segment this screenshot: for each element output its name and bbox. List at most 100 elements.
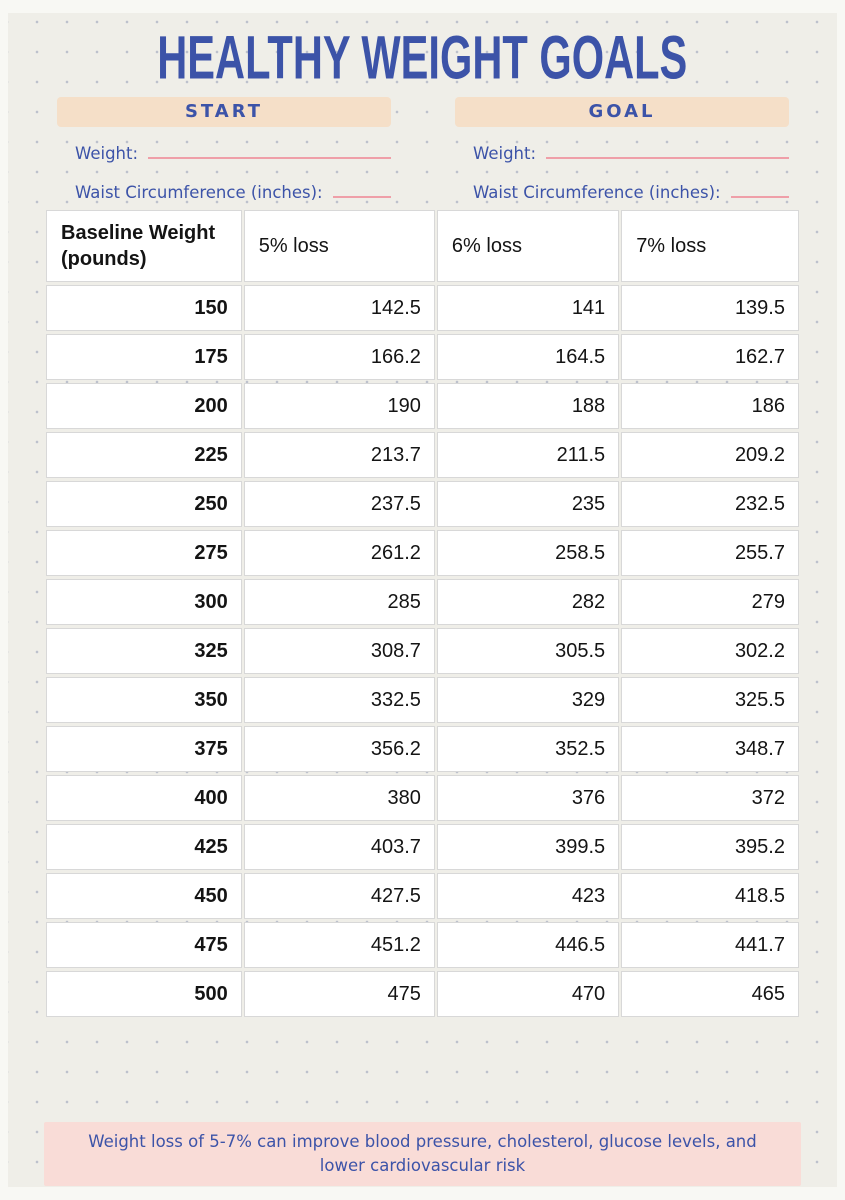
loss-6-cell: 329 <box>436 677 620 723</box>
loss-7-cell: 372 <box>621 775 799 821</box>
baseline-weight-cell: 225 <box>46 432 242 478</box>
header-5-percent-loss: 5% loss <box>243 210 435 282</box>
loss-6-cell: 188 <box>436 383 620 429</box>
loss-7-cell: 325.5 <box>621 677 799 723</box>
baseline-weight-cell: 400 <box>46 775 242 821</box>
goal-waist-blank-line <box>730 178 789 198</box>
loss-6-cell: 376 <box>436 775 620 821</box>
goal-waist-label: Waist Circumference (inches): <box>473 183 721 202</box>
loss-7-cell: 302.2 <box>621 628 799 674</box>
goal-weight-label: Weight: <box>473 144 537 163</box>
table-row: 425 403.7 399.5 395.2 <box>46 824 799 870</box>
loss-5-cell: 213.7 <box>243 432 435 478</box>
baseline-weight-cell: 275 <box>46 530 242 576</box>
table-row: 175 166.2 164.5 162.7 <box>46 334 799 380</box>
loss-5-cell: 308.7 <box>243 628 435 674</box>
goal-waist-field: Waist Circumference (inches): <box>473 178 789 205</box>
loss-6-cell: 446.5 <box>436 922 620 968</box>
loss-6-cell: 282 <box>436 579 620 625</box>
start-weight-blank-line <box>148 139 391 159</box>
goal-header-bar: GOAL <box>455 97 789 127</box>
baseline-weight-cell: 375 <box>46 726 242 772</box>
baseline-weight-cell: 425 <box>46 824 242 870</box>
table-row: 500 475 470 465 <box>46 971 799 1017</box>
loss-7-cell: 232.5 <box>621 481 799 527</box>
header-6-percent-loss: 6% loss <box>436 210 620 282</box>
table-row: 225 213.7 211.5 209.2 <box>46 432 799 478</box>
table-row: 150 142.5 141 139.5 <box>46 285 799 331</box>
start-header-bar: START <box>57 97 391 127</box>
loss-6-cell: 423 <box>436 873 620 919</box>
baseline-weight-cell: 175 <box>46 334 242 380</box>
loss-6-cell: 470 <box>436 971 620 1017</box>
table-row: 250 237.5 235 232.5 <box>46 481 799 527</box>
baseline-weight-cell: 300 <box>46 579 242 625</box>
worksheet-page: HEALTHY WEIGHT GOALS START Weight: Waist… <box>8 13 837 1187</box>
loss-7-cell: 348.7 <box>621 726 799 772</box>
loss-5-cell: 285 <box>243 579 435 625</box>
loss-6-cell: 211.5 <box>436 432 620 478</box>
weight-loss-table: Baseline Weight (pounds) 5% loss 6% loss… <box>44 207 801 1020</box>
loss-5-cell: 142.5 <box>243 285 435 331</box>
loss-7-cell: 255.7 <box>621 530 799 576</box>
table-row: 200 190 188 186 <box>46 383 799 429</box>
start-waist-blank-line <box>332 178 391 198</box>
baseline-weight-cell: 450 <box>46 873 242 919</box>
table-row: 450 427.5 423 418.5 <box>46 873 799 919</box>
baseline-weight-cell: 350 <box>46 677 242 723</box>
header-7-percent-loss: 7% loss <box>621 210 799 282</box>
loss-7-cell: 186 <box>621 383 799 429</box>
loss-5-cell: 380 <box>243 775 435 821</box>
table-row: 325 308.7 305.5 302.2 <box>46 628 799 674</box>
title-wrap: HEALTHY WEIGHT GOALS <box>8 23 837 92</box>
goal-weight-blank-line <box>546 139 789 159</box>
table-row: 350 332.5 329 325.5 <box>46 677 799 723</box>
baseline-weight-cell: 325 <box>46 628 242 674</box>
loss-7-cell: 418.5 <box>621 873 799 919</box>
weight-table-body: 150 142.5 141 139.5 175 166.2 164.5 162.… <box>46 285 799 1017</box>
goal-weight-field: Weight: <box>473 139 789 166</box>
table-row: 400 380 376 372 <box>46 775 799 821</box>
loss-6-cell: 235 <box>436 481 620 527</box>
loss-6-cell: 399.5 <box>436 824 620 870</box>
header-baseline-weight: Baseline Weight (pounds) <box>46 210 242 282</box>
baseline-weight-cell: 475 <box>46 922 242 968</box>
loss-5-cell: 427.5 <box>243 873 435 919</box>
goal-section: GOAL Weight: Waist Circumference (inches… <box>455 97 789 205</box>
baseline-weight-cell: 200 <box>46 383 242 429</box>
loss-5-cell: 403.7 <box>243 824 435 870</box>
loss-5-cell: 190 <box>243 383 435 429</box>
table-header-row: Baseline Weight (pounds) 5% loss 6% loss… <box>46 210 799 282</box>
loss-6-cell: 141 <box>436 285 620 331</box>
loss-7-cell: 279 <box>621 579 799 625</box>
table-row: 375 356.2 352.5 348.7 <box>46 726 799 772</box>
loss-6-cell: 305.5 <box>436 628 620 674</box>
loss-5-cell: 237.5 <box>243 481 435 527</box>
loss-5-cell: 356.2 <box>243 726 435 772</box>
loss-5-cell: 475 <box>243 971 435 1017</box>
loss-7-cell: 162.7 <box>621 334 799 380</box>
table-row: 475 451.2 446.5 441.7 <box>46 922 799 968</box>
table-row: 275 261.2 258.5 255.7 <box>46 530 799 576</box>
baseline-weight-cell: 250 <box>46 481 242 527</box>
start-waist-label: Waist Circumference (inches): <box>75 183 323 202</box>
table-row: 300 285 282 279 <box>46 579 799 625</box>
loss-5-cell: 451.2 <box>243 922 435 968</box>
loss-6-cell: 164.5 <box>436 334 620 380</box>
start-section: START Weight: Waist Circumference (inche… <box>57 97 391 205</box>
loss-7-cell: 209.2 <box>621 432 799 478</box>
loss-7-cell: 139.5 <box>621 285 799 331</box>
baseline-weight-cell: 500 <box>46 971 242 1017</box>
loss-7-cell: 465 <box>621 971 799 1017</box>
baseline-weight-cell: 150 <box>46 285 242 331</box>
start-weight-field: Weight: <box>75 139 391 166</box>
start-weight-label: Weight: <box>75 144 139 163</box>
goal-header-label: GOAL <box>588 101 656 122</box>
start-waist-field: Waist Circumference (inches): <box>75 178 391 205</box>
loss-5-cell: 261.2 <box>243 530 435 576</box>
page-title: HEALTHY WEIGHT GOALS <box>157 24 688 93</box>
start-header-label: START <box>184 101 264 122</box>
footer-note: Weight loss of 5-7% can improve blood pr… <box>44 1122 801 1186</box>
footer-note-text: Weight loss of 5-7% can improve blood pr… <box>88 1132 757 1175</box>
loss-6-cell: 352.5 <box>436 726 620 772</box>
